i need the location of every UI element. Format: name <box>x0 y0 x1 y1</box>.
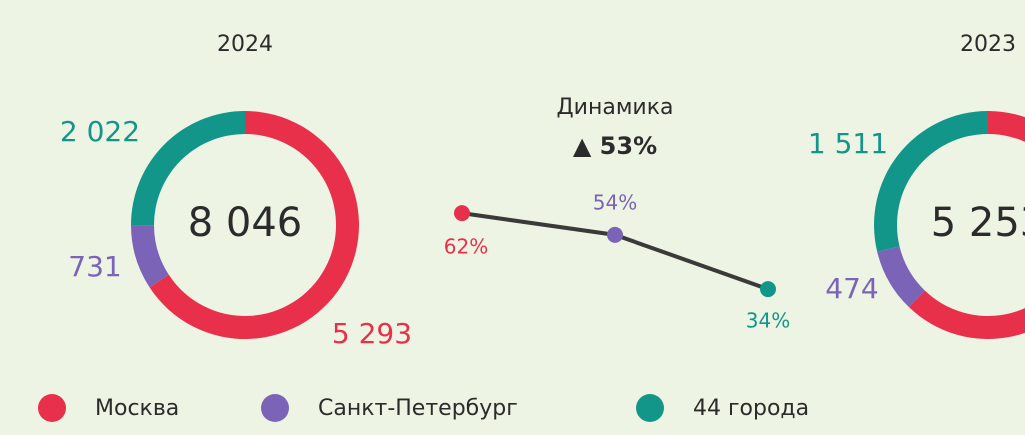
line-title: Динамика <box>556 95 673 120</box>
segment-label: 5 293 <box>332 317 412 350</box>
segment-label: 1 511 <box>808 127 888 160</box>
legend-swatch <box>636 394 664 422</box>
legend-label: 44 города <box>693 396 809 421</box>
donut-segment <box>908 111 1025 339</box>
donut-title: 2024 <box>217 32 273 57</box>
trend-line <box>461 211 769 292</box>
legend-swatch <box>261 394 289 422</box>
donut-total: 5 253 <box>931 200 1025 246</box>
donut-title: 2023 <box>960 32 1016 57</box>
trend-point <box>607 226 623 243</box>
trend-point <box>454 205 470 222</box>
donut-segment <box>877 246 925 308</box>
donut-segment <box>873 111 988 252</box>
segment-label: 2 022 <box>60 115 140 148</box>
segment-label: 474 <box>825 272 878 305</box>
donut-segment <box>131 111 245 226</box>
trend-label: 54% <box>593 190 637 214</box>
trend-label: 34% <box>746 309 790 333</box>
segment-label: 731 <box>68 250 121 283</box>
trend-label: 62% <box>444 235 488 259</box>
legend-swatch <box>38 394 66 422</box>
legend-label: Москва <box>95 396 179 421</box>
trend-point <box>760 281 776 298</box>
donut-segment <box>131 225 169 288</box>
legend-label: Санкт-Петербург <box>318 396 518 421</box>
donut-total: 8 046 <box>188 200 303 246</box>
change-annotation: ▲ 53% <box>573 132 657 160</box>
